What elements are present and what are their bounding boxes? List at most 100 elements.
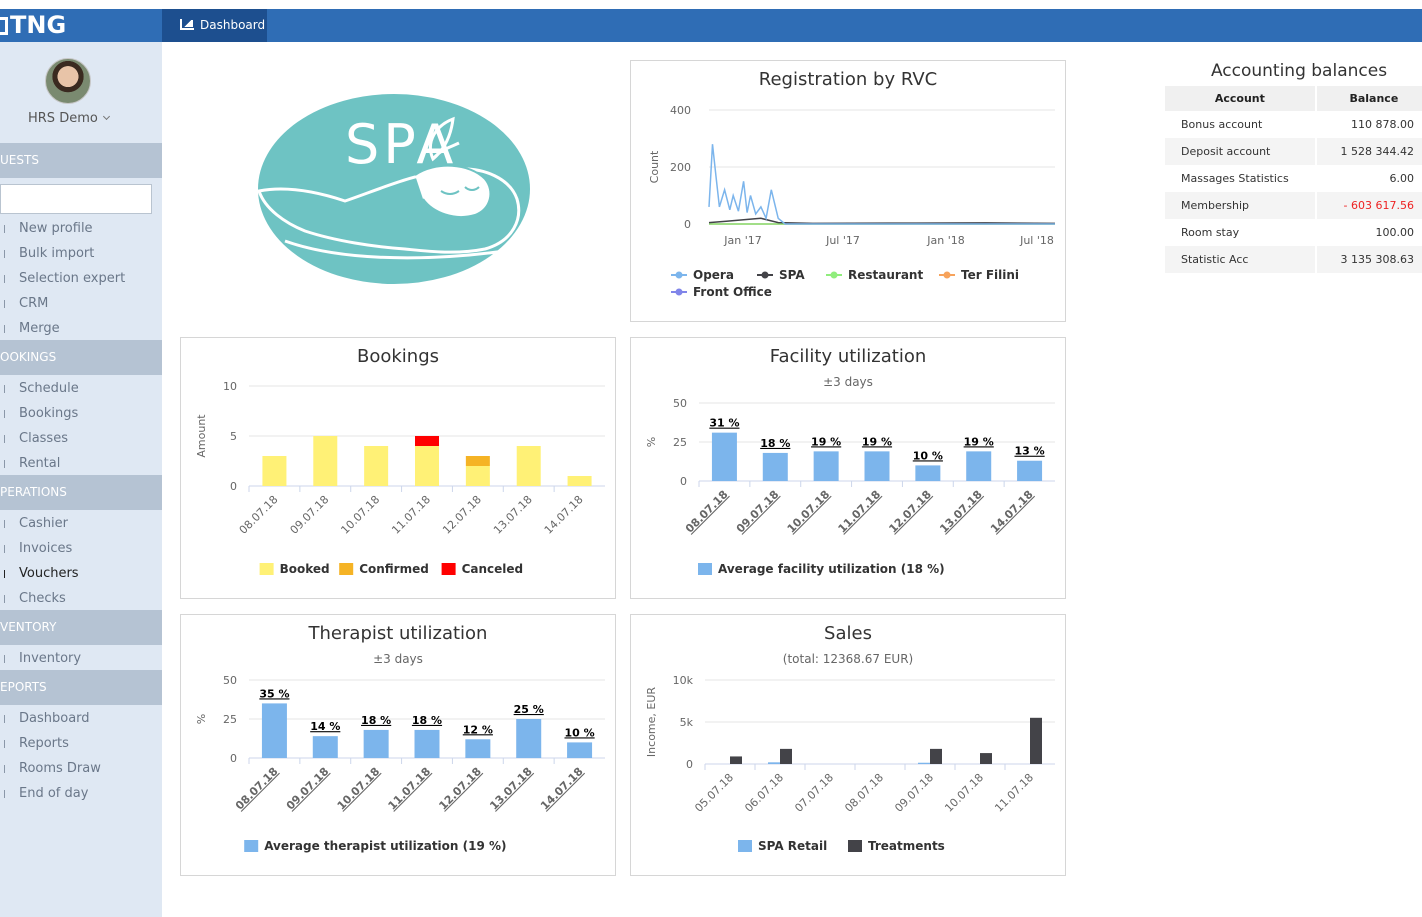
legend-entry: Treatments [868, 839, 945, 853]
bar [516, 719, 542, 758]
sidebar-item-dashboard[interactable]: Dashboard [0, 707, 162, 731]
table-row[interactable]: Statistic Acc 3 135 308.63 [1165, 246, 1422, 273]
chart-therapist: 0 25 50% 08.07.18 35 % 09.07.18 14 % 10.07.18 18… [195, 674, 605, 853]
x-tick-label: 13.07.18 [937, 488, 985, 536]
account-name: Membership [1165, 192, 1316, 219]
table-row[interactable]: Deposit account 1 528 344.42 [1165, 138, 1422, 165]
y-axis-label: Count [648, 150, 661, 183]
sidebar-item-vouchers[interactable]: Vouchers [0, 562, 162, 586]
bar-treatments [1030, 717, 1042, 764]
bar [1017, 460, 1043, 481]
nav-item-icon [0, 570, 5, 578]
x-tick-label: 05.07.18 [692, 771, 736, 815]
bar-spa-retail [768, 762, 780, 764]
sidebar-section-4[interactable]: EPORTS [0, 670, 162, 705]
chevron-down-icon [102, 112, 110, 121]
x-tick-label: 14.07.18 [988, 488, 1036, 536]
table-row[interactable]: Massages Statistics 6.00 [1165, 165, 1422, 192]
table-row[interactable]: Room stay 100.00 [1165, 219, 1422, 246]
accounting-title: Accounting balances [1210, 61, 1388, 81]
account-balance: 1 528 344.42 [1314, 138, 1422, 165]
panel-therapist-utilization: Therapist utilization ±3 days 0 25 50% 08.0… [180, 614, 616, 876]
sidebar-search-input[interactable] [0, 184, 152, 214]
panel-sales: Sales (total: 12368.67 EUR) 0 5k 10k Income… [630, 614, 1066, 876]
user-menu[interactable]: HRS Demo [28, 111, 110, 126]
legend-entry: SPA Retail [758, 839, 827, 853]
sidebar-item-merge[interactable]: Merge [0, 317, 162, 341]
legend-entry: Ter Filini [961, 268, 1019, 282]
col-header-balance[interactable]: Balance [1315, 86, 1422, 111]
brand-logo[interactable]: TNG [0, 9, 162, 42]
col-header-account[interactable]: Account [1165, 86, 1317, 111]
sidebar-section-2[interactable]: PERATIONS [0, 475, 162, 510]
panel-facility-utilization: Facility utilization ±3 days 0 25 50% 08.07… [630, 337, 1066, 599]
x-tick-label: 10.07.18 [335, 765, 383, 813]
panel-bookings: Bookings 0 5 10 Amount 08.07.18 09.07.18 10.07… [180, 337, 616, 599]
data-label: 19 % [964, 435, 994, 448]
x-tick-label: 14.07.18 [542, 493, 586, 537]
legend-swatch [698, 563, 712, 575]
bar-treatments [780, 748, 792, 764]
sidebar-section-0[interactable]: UESTS [0, 143, 162, 178]
sidebar-item-label: Checks [19, 591, 66, 606]
x-tick-label: Jan '18 [926, 234, 964, 247]
legend-marker [675, 271, 683, 279]
sidebar-item-bookings[interactable]: Bookings [0, 402, 162, 426]
sidebar-section-3[interactable]: VENTORY [0, 610, 162, 645]
account-name: Statistic Acc [1165, 246, 1316, 273]
brand-text: TNG [10, 11, 67, 39]
sidebar-item-crm[interactable]: CRM [0, 292, 162, 316]
x-tick-label: 10.07.18 [338, 493, 382, 537]
nav-item-icon [0, 435, 5, 443]
chart-title-therapist: Therapist utilization [308, 623, 488, 644]
table-row[interactable]: Membership - 603 617.56 [1165, 192, 1422, 219]
nav-item-icon [0, 655, 5, 663]
legend-swatch [259, 563, 274, 575]
bar [915, 465, 941, 481]
avatar[interactable] [45, 58, 91, 104]
tab-dashboard[interactable]: Dashboard [162, 9, 267, 42]
sidebar-item-rental[interactable]: Rental [0, 452, 162, 476]
sidebar-item-reports[interactable]: Reports [0, 732, 162, 756]
x-tick-label: 09.07.18 [734, 488, 782, 536]
x-tick-label: 12.07.18 [886, 488, 934, 536]
x-tick-label: 09.07.18 [892, 771, 936, 815]
data-label: 18 % [361, 714, 391, 727]
chart-facility: 0 25 50% 08.07.18 31 % 09.07.18 18 % 10.07.18 19… [645, 397, 1055, 576]
sidebar-item-label: Bookings [19, 406, 79, 421]
account-name: Massages Statistics [1165, 165, 1316, 192]
series-line-spa [708, 217, 1056, 225]
bar [414, 729, 440, 758]
sidebar-item-selection-expert[interactable]: Selection expert [0, 267, 162, 291]
x-tick-label: Jan '17 [723, 234, 761, 247]
sidebar-section-1[interactable]: OOKINGS [0, 340, 162, 375]
sidebar-item-new-profile[interactable]: New profile [0, 217, 162, 241]
y-tick-label: 5k [680, 716, 694, 729]
user-name: HRS Demo [28, 111, 98, 126]
y-tick-label: 0 [230, 752, 237, 765]
sidebar-item-label: End of day [19, 786, 89, 801]
account-balance: 3 135 308.63 [1314, 246, 1422, 273]
bar-canceled [415, 436, 439, 446]
x-tick-label: Jul '17 [825, 234, 860, 247]
sidebar-item-invoices[interactable]: Invoices [0, 537, 162, 561]
sidebar-item-cashier[interactable]: Cashier [0, 512, 162, 536]
sidebar-item-checks[interactable]: Checks [0, 587, 162, 611]
nav-item-icon [0, 460, 5, 468]
sidebar-item-schedule[interactable]: Schedule [0, 377, 162, 401]
x-tick-label: 13.07.18 [487, 765, 535, 813]
table-row[interactable]: Bonus account 110 878.00 [1165, 111, 1422, 138]
spa-logo-text: SPA [345, 113, 457, 176]
sidebar-item-rooms-draw[interactable]: Rooms Draw [0, 757, 162, 781]
nav-item-icon [0, 300, 5, 308]
bar-booked [364, 446, 389, 486]
sidebar-item-end-of-day[interactable]: End of day [0, 782, 162, 806]
bar [567, 742, 593, 758]
bar-booked [516, 446, 541, 486]
sidebar-item-inventory[interactable]: Inventory [0, 647, 162, 671]
sidebar-item-bulk-import[interactable]: Bulk import [0, 242, 162, 266]
chart-subtitle-therapist: ±3 days [373, 652, 423, 666]
sidebar-item-classes[interactable]: Classes [0, 427, 162, 451]
x-tick-label: 10.07.18 [942, 771, 986, 815]
legend-entry: Confirmed [359, 562, 429, 576]
